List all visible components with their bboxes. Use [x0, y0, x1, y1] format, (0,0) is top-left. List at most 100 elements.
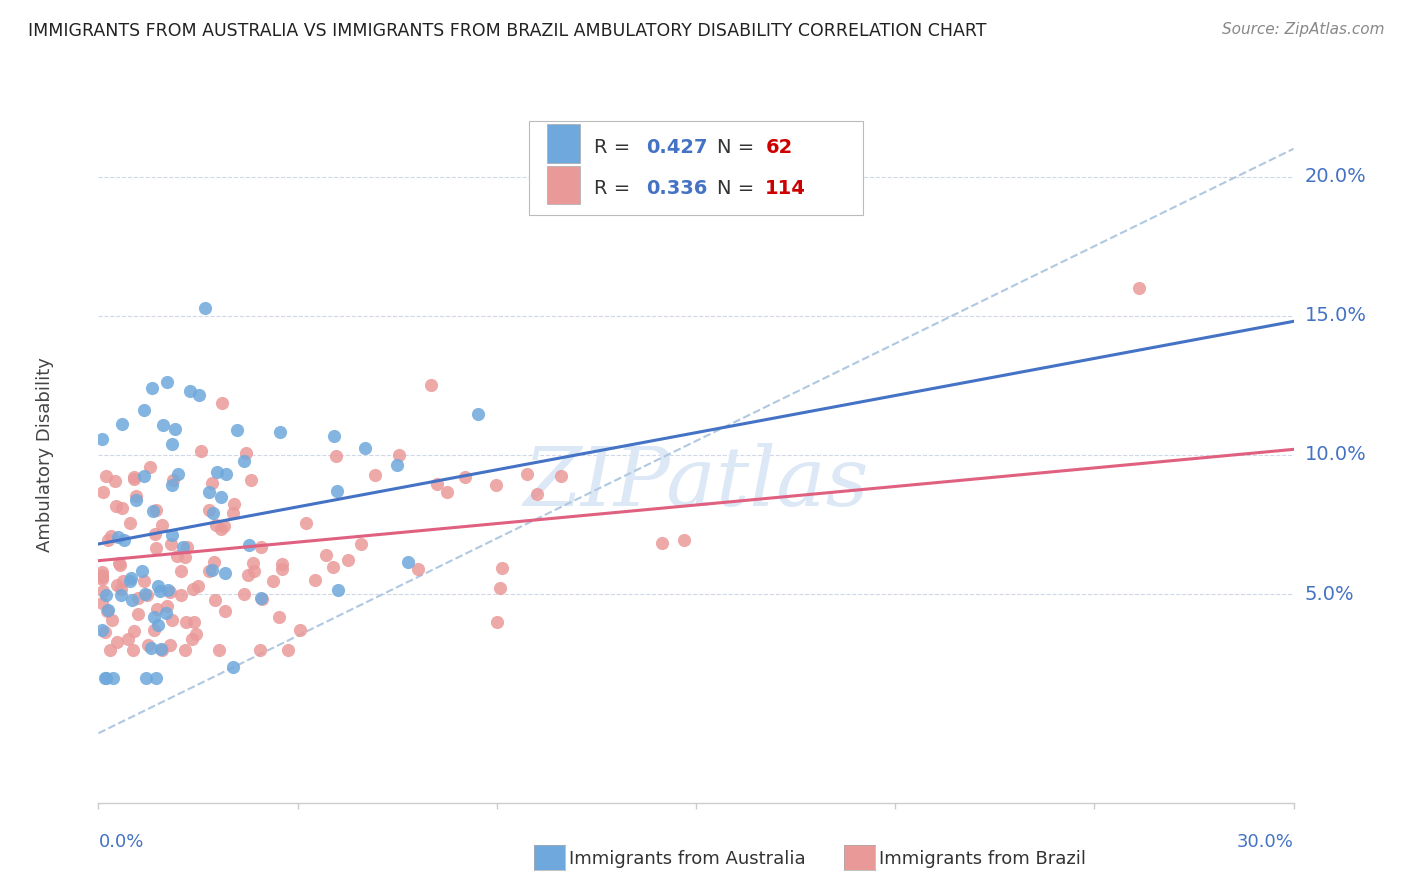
- Point: [94, 671, 117, 685]
- Point: [211, 490, 233, 504]
- Point: [214, 566, 236, 580]
- Text: 0.427: 0.427: [645, 137, 707, 157]
- Point: [143, 526, 166, 541]
- Point: [201, 506, 224, 520]
- Text: Immigrants from Brazil: Immigrants from Brazil: [879, 850, 1085, 868]
- Point: [152, 417, 174, 432]
- Point: [187, 579, 209, 593]
- Point: [141, 640, 163, 655]
- Point: [323, 428, 346, 442]
- Text: R =: R =: [595, 179, 637, 198]
- Point: [385, 458, 408, 472]
- Point: [294, 516, 316, 531]
- Point: [159, 638, 181, 652]
- Point: [322, 560, 344, 574]
- Point: [162, 437, 184, 451]
- Point: [249, 642, 271, 657]
- Point: [97, 533, 120, 548]
- Point: [550, 469, 572, 483]
- Point: [197, 502, 219, 516]
- Point: [122, 624, 145, 638]
- Point: [174, 642, 197, 657]
- Point: [150, 518, 173, 533]
- Bar: [547, 166, 581, 204]
- Point: [156, 582, 179, 597]
- Point: [145, 671, 167, 685]
- Point: [135, 671, 157, 685]
- Point: [118, 516, 141, 530]
- Point: [349, 537, 371, 551]
- Point: [139, 459, 162, 474]
- Point: [262, 574, 284, 589]
- Point: [160, 478, 183, 492]
- Point: [201, 564, 224, 578]
- Point: [108, 556, 131, 570]
- Point: [156, 599, 179, 613]
- Point: [194, 301, 217, 315]
- Point: [110, 588, 132, 602]
- Point: [489, 581, 512, 595]
- Point: [326, 484, 349, 499]
- Point: [243, 565, 266, 579]
- Point: [419, 377, 441, 392]
- Point: [142, 610, 165, 624]
- Point: [176, 541, 198, 555]
- Point: [91, 623, 114, 637]
- Text: N =: N =: [717, 137, 761, 157]
- Point: [166, 549, 188, 563]
- Point: [91, 572, 114, 586]
- Point: [91, 432, 114, 446]
- Point: [142, 504, 165, 518]
- Point: [214, 519, 236, 533]
- Point: [271, 557, 294, 571]
- Point: [145, 601, 167, 615]
- Text: 30.0%: 30.0%: [1237, 833, 1294, 851]
- Text: 0.336: 0.336: [645, 179, 707, 198]
- Point: [204, 592, 226, 607]
- Point: [111, 417, 134, 431]
- Point: [516, 467, 538, 482]
- Point: [150, 642, 173, 657]
- Point: [122, 472, 145, 486]
- Point: [183, 615, 205, 629]
- Point: [326, 583, 349, 598]
- Point: [143, 623, 166, 637]
- Text: IMMIGRANTS FROM AUSTRALIA VS IMMIGRANTS FROM BRAZIL AMBULATORY DISABILITY CORREL: IMMIGRANTS FROM AUSTRALIA VS IMMIGRANTS …: [28, 22, 987, 40]
- Point: [111, 500, 134, 515]
- Point: [125, 489, 148, 503]
- Point: [155, 607, 177, 621]
- Point: [180, 632, 202, 647]
- Point: [156, 375, 179, 389]
- Text: 5.0%: 5.0%: [1305, 584, 1354, 604]
- Point: [159, 536, 181, 550]
- Point: [149, 584, 172, 599]
- Text: N =: N =: [717, 179, 761, 198]
- Point: [111, 574, 134, 588]
- Point: [98, 642, 121, 657]
- Point: [121, 593, 143, 607]
- Text: Ambulatory Disability: Ambulatory Disability: [35, 358, 53, 552]
- Point: [117, 632, 139, 647]
- Point: [239, 473, 262, 487]
- Text: 0.0%: 0.0%: [98, 833, 143, 851]
- Point: [491, 561, 513, 575]
- Point: [105, 499, 128, 513]
- Bar: [547, 124, 581, 162]
- Point: [211, 396, 233, 410]
- Point: [269, 425, 291, 439]
- Point: [134, 469, 156, 483]
- Point: [91, 584, 114, 599]
- Point: [174, 550, 197, 565]
- Point: [485, 477, 508, 491]
- Point: [91, 596, 114, 610]
- Point: [166, 467, 188, 482]
- Point: [252, 591, 274, 606]
- Text: ZIPatlas: ZIPatlas: [523, 442, 869, 523]
- Text: R =: R =: [595, 137, 637, 157]
- Point: [209, 522, 232, 536]
- Point: [100, 613, 122, 627]
- Point: [436, 484, 458, 499]
- Text: 20.0%: 20.0%: [1305, 167, 1367, 186]
- Text: 10.0%: 10.0%: [1305, 445, 1367, 465]
- Point: [467, 407, 489, 421]
